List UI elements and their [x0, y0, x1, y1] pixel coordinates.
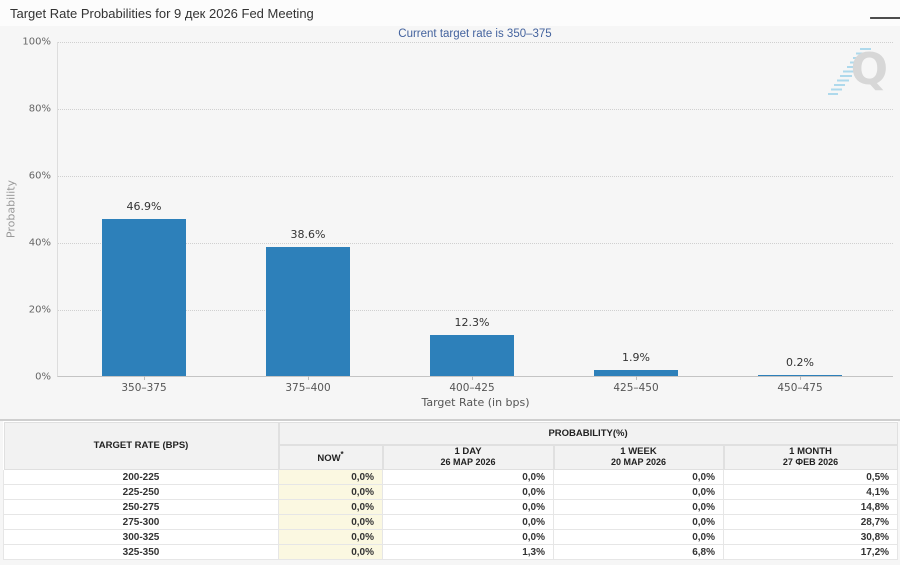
probability-cell: 0,0% — [553, 514, 724, 530]
bar-value-label: 46.9% — [126, 199, 162, 213]
probability-cell: 30,8% — [722, 529, 899, 545]
table-row: 225-250 0,0% 0,0% 0,0% 4,1% — [3, 484, 899, 500]
probability-table-panel: TARGET RATE (BPS) PROBABILITY(%) NOW* 1 D… — [3, 421, 899, 560]
probability-group-header: PROBABILITY(%) — [277, 421, 899, 445]
y-gridline — [58, 109, 893, 110]
column-header-label: 1 DAY — [454, 446, 482, 457]
probability-cell: 0,0% — [278, 469, 383, 485]
probability-cell: 0,0% — [278, 529, 383, 545]
now-footnote-asterisk: * — [340, 450, 344, 460]
column-header-date: 20 МАР 2026 — [610, 457, 667, 467]
probability-bar-425–450[interactable] — [594, 369, 678, 376]
y-axis-title: Probability — [4, 179, 18, 239]
x-axis-category-label: 350–375 — [121, 382, 167, 394]
probability-cell: 0,0% — [553, 499, 724, 515]
y-axis-tick-label: 80% — [28, 103, 51, 115]
target-rate-cell: 250-275 — [3, 499, 279, 515]
y-axis-tick-label: 40% — [28, 237, 51, 249]
probability-bar-450–475[interactable] — [758, 374, 842, 376]
x-axis-title: Target Rate (in bps) — [421, 396, 530, 409]
x-axis-tick — [472, 376, 473, 380]
column-header-now: NOW* — [278, 444, 383, 470]
y-gridline — [58, 42, 893, 43]
bar-value-label: 12.3% — [454, 315, 490, 329]
target-rate-column-header: TARGET RATE (BPS) — [3, 421, 279, 470]
y-gridline — [58, 310, 893, 311]
target-rate-cell: 200-225 — [3, 469, 279, 485]
probability-cell: 0,5% — [722, 469, 899, 485]
target-rate-cell: 300-325 — [3, 529, 279, 545]
probability-cell: 0,0% — [553, 469, 724, 485]
probability-bar-375–400[interactable] — [266, 246, 350, 376]
column-header-date: 27 ФЕВ 2026 — [782, 457, 839, 467]
x-axis-category-label: 375–400 — [285, 382, 331, 394]
probability-cell: 0,0% — [382, 514, 554, 530]
probability-cell: 0,0% — [553, 484, 724, 500]
probability-cell: 0,0% — [382, 469, 554, 485]
bar-value-label: 0.2% — [786, 355, 814, 369]
probability-cell: 0,0% — [553, 529, 724, 545]
y-axis-tick-label: 20% — [28, 304, 51, 316]
column-header-1-day: 1 DAY 26 МАР 2026 — [382, 444, 554, 470]
probability-cell: 28,7% — [722, 514, 899, 530]
probability-cell: 0,0% — [278, 499, 383, 515]
panel-divider — [0, 419, 900, 421]
watermark-letter: Q — [850, 44, 888, 95]
bar-value-label: 38.6% — [290, 227, 326, 241]
y-axis-tick-label: 0% — [35, 371, 51, 383]
x-axis-tick — [636, 376, 637, 380]
column-header-date: 26 МАР 2026 — [440, 457, 496, 467]
target-rate-cell: 325-350 — [3, 544, 279, 560]
column-header-label: NOW* — [317, 450, 344, 465]
x-axis-category-label: 425–450 — [613, 382, 659, 394]
page-title: Target Rate Probabilities for 9 дек 2026… — [10, 6, 314, 21]
probability-table: TARGET RATE (BPS) PROBABILITY(%) NOW* 1 D… — [3, 421, 899, 560]
probability-cell: 0,0% — [382, 529, 554, 545]
bar-value-label: 1.9% — [622, 350, 650, 364]
probability-cell: 6,8% — [553, 544, 724, 560]
y-gridline — [58, 176, 893, 177]
probability-cell: 0,0% — [382, 499, 554, 515]
probability-cell: 0,0% — [278, 484, 383, 500]
probability-bar-350–375[interactable] — [102, 218, 186, 376]
title-bar: Target Rate Probabilities for 9 дек 2026… — [0, 0, 900, 26]
column-header-label: 1 WEEK — [620, 446, 657, 457]
table-row: 300-325 0,0% 0,0% 0,0% 30,8% — [3, 529, 899, 545]
probability-bar-400–425[interactable] — [430, 334, 514, 376]
probability-cell: 0,0% — [382, 484, 554, 500]
column-header-1-month: 1 MONTH 27 ФЕВ 2026 — [722, 444, 899, 470]
column-header-1-week: 1 WEEK 20 МАР 2026 — [553, 444, 724, 470]
x-axis-tick — [800, 376, 801, 380]
table-row: 200-225 0,0% 0,0% 0,0% 0,5% — [3, 469, 899, 485]
target-rate-cell: 225-250 — [3, 484, 279, 500]
x-axis-category-label: 450–475 — [777, 382, 823, 394]
current-target-rate-subtitle: Current target rate is 350–375 — [398, 28, 552, 40]
x-axis-category-label: 400–425 — [449, 382, 495, 394]
table-row: 325-350 0,0% 1,3% 6,8% 17,2% — [3, 544, 899, 560]
column-header-label: 1 MONTH — [789, 446, 832, 457]
probability-cell: 0,0% — [278, 514, 383, 530]
probability-cell: 0,0% — [278, 544, 383, 560]
probability-chart: Current target rate is 350–375 Probabili… — [0, 26, 900, 419]
x-axis-tick — [308, 376, 309, 380]
hamburger-menu-icon[interactable] — [870, 9, 900, 21]
probability-cell: 1,3% — [382, 544, 554, 560]
q-logo-watermark: Q — [826, 42, 890, 100]
probability-cell: 17,2% — [722, 544, 899, 560]
y-gridline — [58, 243, 893, 244]
y-axis-tick-label: 100% — [22, 36, 51, 48]
probability-cell: 4,1% — [722, 484, 899, 500]
y-axis-tick-label: 60% — [28, 170, 51, 182]
target-rate-cell: 275-300 — [3, 514, 279, 530]
x-axis-tick — [144, 376, 145, 380]
table-row: 275-300 0,0% 0,0% 0,0% 28,7% — [3, 514, 899, 530]
table-row: 250-275 0,0% 0,0% 0,0% 14,8% — [3, 499, 899, 515]
menu-bar-line — [870, 17, 900, 19]
probability-cell: 14,8% — [722, 499, 899, 515]
plot-area: Probability Target Rate (in bps) 0% 20% 40… — [5, 37, 893, 409]
watermark-dashes — [828, 48, 871, 95]
